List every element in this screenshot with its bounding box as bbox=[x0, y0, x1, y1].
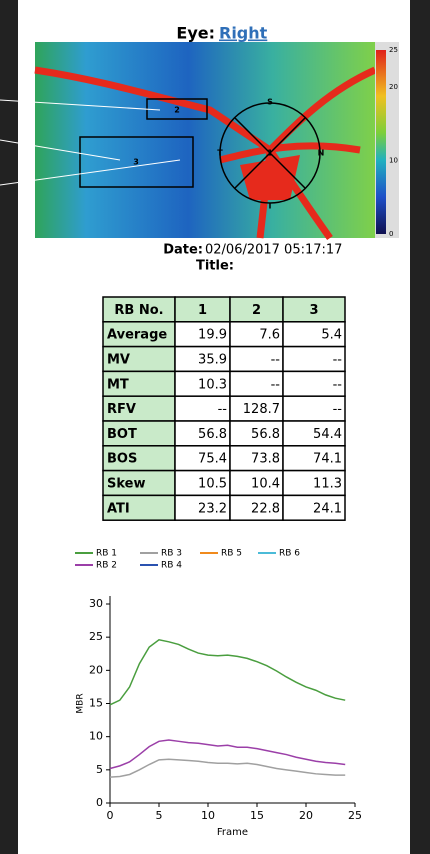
y-axis-label: MBR bbox=[76, 693, 86, 713]
y-tick-label: 20 bbox=[89, 663, 103, 676]
table-value: -- bbox=[333, 402, 343, 417]
table-value: 10.3 bbox=[198, 377, 227, 392]
page: Eye: Right 2 3 1 S T N I 2520100 Date: 0… bbox=[0, 0, 430, 854]
roi-label: 1 bbox=[267, 149, 273, 158]
table-value: -- bbox=[218, 402, 228, 417]
colorbar bbox=[376, 50, 386, 234]
table-value: 10.5 bbox=[198, 477, 227, 492]
legend-label: RB 1 bbox=[96, 549, 117, 559]
legend-label: RB 5 bbox=[221, 549, 242, 559]
roi-label: 3 bbox=[133, 158, 139, 167]
legend-label: RB 4 bbox=[161, 561, 182, 571]
report: Eye: Right 2 3 1 S T N I 2520100 Date: 0… bbox=[0, 0, 430, 854]
roi-label: I bbox=[269, 202, 272, 211]
heatmap-image bbox=[35, 42, 375, 238]
legend-label: RB 3 bbox=[161, 549, 182, 559]
table-value: BOT bbox=[107, 427, 137, 442]
roi-label: S bbox=[267, 98, 273, 107]
table-header: 1 bbox=[198, 303, 207, 318]
table-value: Average bbox=[107, 328, 167, 343]
roi-label: N bbox=[318, 149, 325, 158]
table-value: MV bbox=[107, 353, 130, 368]
table-value: ATI bbox=[107, 501, 130, 516]
table-header: 2 bbox=[252, 303, 261, 318]
table-value: 75.4 bbox=[198, 452, 227, 467]
eye-label: Eye: bbox=[176, 24, 215, 43]
roi-label: T bbox=[217, 149, 223, 158]
table-value: Skew bbox=[107, 477, 146, 492]
y-tick-label: 30 bbox=[89, 597, 103, 610]
table-header: RB No. bbox=[114, 303, 163, 318]
table-value: -- bbox=[333, 353, 343, 368]
table-value: 7.6 bbox=[259, 328, 280, 343]
colorbar-tick-label: 0 bbox=[389, 230, 393, 238]
eye-value[interactable]: Right bbox=[219, 24, 268, 43]
table-value: RFV bbox=[107, 402, 136, 417]
table-value: 23.2 bbox=[198, 501, 227, 516]
table-value: BOS bbox=[107, 452, 137, 467]
legend-label: RB 6 bbox=[279, 549, 300, 559]
table-value: 10.4 bbox=[251, 477, 280, 492]
table-value: 56.8 bbox=[251, 427, 280, 442]
colorbar-tick-label: 20 bbox=[389, 83, 398, 91]
table-value: 11.3 bbox=[313, 477, 342, 492]
table-value: 19.9 bbox=[198, 328, 227, 343]
table-value: -- bbox=[333, 377, 343, 392]
table-value: 128.7 bbox=[243, 402, 280, 417]
y-tick-label: 5 bbox=[96, 763, 103, 776]
x-tick-label: 10 bbox=[201, 809, 215, 822]
table-value: 5.4 bbox=[321, 328, 342, 343]
x-axis-label: Frame bbox=[217, 827, 248, 838]
y-tick-label: 25 bbox=[89, 630, 103, 643]
x-tick-label: 5 bbox=[156, 809, 163, 822]
table-header: 3 bbox=[309, 303, 318, 318]
table-value: 73.8 bbox=[251, 452, 280, 467]
table-value: 22.8 bbox=[251, 501, 280, 516]
colorbar-tick-label: 25 bbox=[389, 46, 398, 54]
table-value: 56.8 bbox=[198, 427, 227, 442]
table-value: -- bbox=[271, 353, 281, 368]
x-tick-label: 25 bbox=[348, 809, 362, 822]
date-label: Date: bbox=[163, 243, 203, 258]
table-value: 54.4 bbox=[313, 427, 342, 442]
y-tick-label: 15 bbox=[89, 697, 103, 710]
date: 02/06/2017 05:17:17 bbox=[205, 243, 342, 258]
table-value: -- bbox=[271, 377, 281, 392]
title-label: Title: bbox=[196, 259, 234, 274]
y-tick-label: 10 bbox=[89, 730, 103, 743]
table-value: 24.1 bbox=[313, 501, 342, 516]
table-value: 74.1 bbox=[313, 452, 342, 467]
table-value: MT bbox=[107, 377, 129, 392]
table-value: 35.9 bbox=[198, 353, 227, 368]
legend-label: RB 2 bbox=[96, 561, 117, 571]
colorbar-tick-label: 10 bbox=[389, 156, 398, 164]
x-tick-label: 15 bbox=[250, 809, 264, 822]
x-tick-label: 0 bbox=[107, 809, 114, 822]
x-tick-label: 20 bbox=[299, 809, 313, 822]
heatmap: 2 3 1 S T N I 25 20 10 0 bbox=[0, 42, 399, 238]
y-tick-label: 0 bbox=[96, 796, 103, 809]
roi-label: 2 bbox=[174, 106, 180, 115]
table: RB No. 1 2 3 Average 19.9 7.6 5.4 MV 35.9 -- -- MT 10… bbox=[103, 297, 345, 520]
